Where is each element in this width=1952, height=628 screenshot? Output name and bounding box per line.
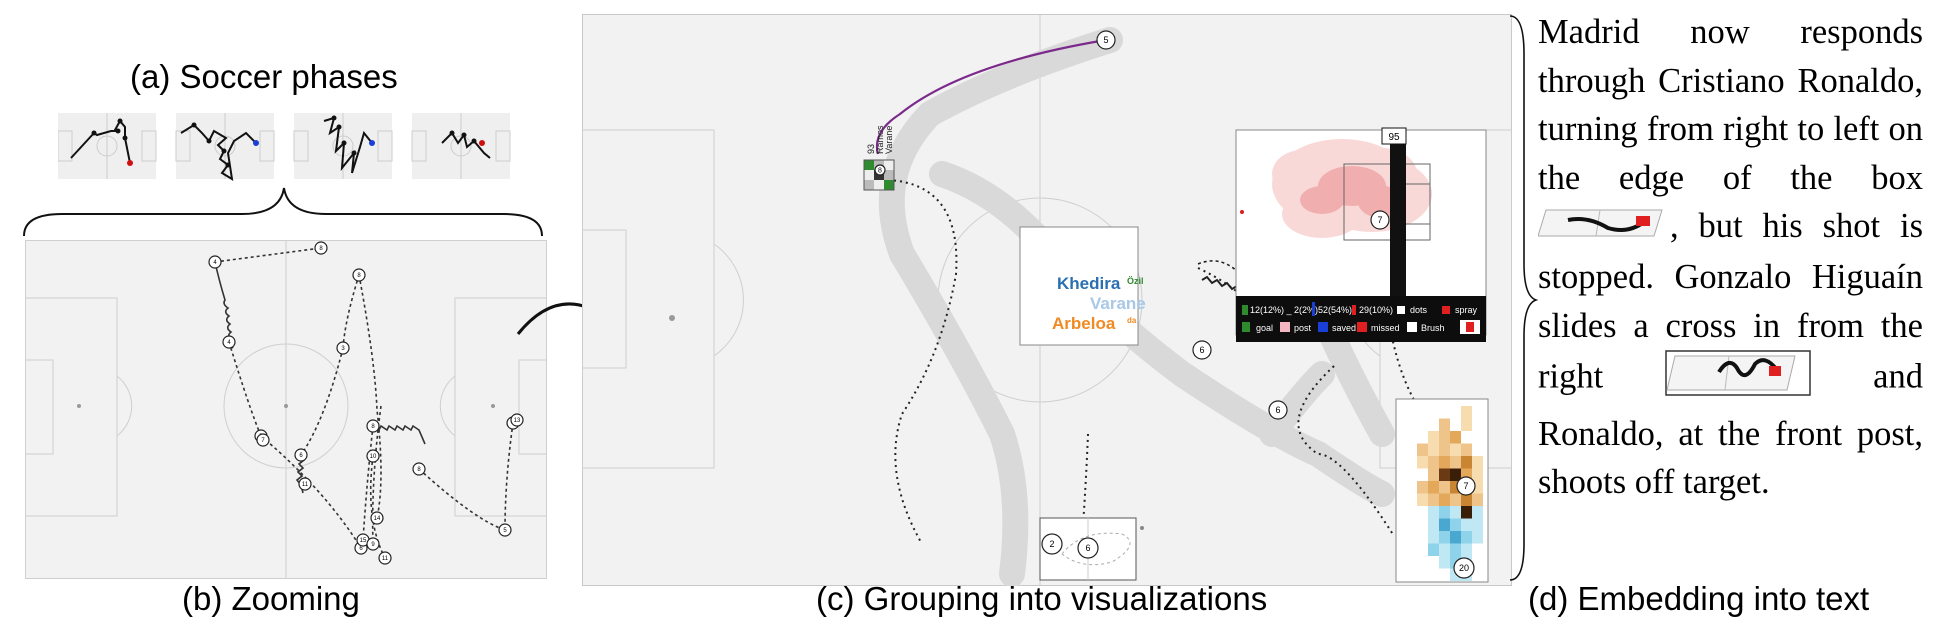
legend-r2-0: goal bbox=[1256, 323, 1273, 333]
narrative-part-2: , but his shot is stopped. Gonzalo Higua… bbox=[1538, 207, 1923, 396]
svg-text:14: 14 bbox=[374, 516, 381, 522]
label-varane: Varane bbox=[884, 126, 894, 154]
zoom-field-drawing: 48483768610111415854131197 bbox=[25, 240, 547, 579]
shot-count: 95 bbox=[1388, 132, 1400, 143]
soccer-phase-thumbnails bbox=[58, 113, 511, 181]
svg-text:5: 5 bbox=[503, 528, 507, 534]
node-shotmap[interactable]: 7 bbox=[1370, 210, 1390, 230]
svg-text:7: 7 bbox=[261, 438, 265, 444]
narrative-part-1: Madrid now responds through Cristiano Ro… bbox=[1538, 13, 1923, 197]
heatmap-panel[interactable] bbox=[1395, 398, 1489, 583]
svg-text:4: 4 bbox=[227, 340, 231, 346]
svg-text:2: 2 bbox=[1049, 539, 1054, 549]
zoom-node-2[interactable]: 4 bbox=[222, 335, 236, 349]
svg-text:6: 6 bbox=[299, 453, 303, 459]
word-da[interactable]: da bbox=[1127, 316, 1137, 325]
caption-c: (c) Grouping into visualizations bbox=[816, 580, 1268, 617]
svg-text:6: 6 bbox=[1199, 345, 1204, 355]
legend-r2-1: post bbox=[1294, 323, 1312, 333]
zoom-node-3[interactable]: 8 bbox=[352, 268, 366, 282]
svg-text:6: 6 bbox=[1275, 405, 1280, 415]
svg-text:6: 6 bbox=[359, 546, 363, 552]
shot-map-panel[interactable]: 12(12%) _ 2(2%) 52(54%) 29(10%) dots spr… bbox=[1235, 127, 1487, 342]
svg-text:8: 8 bbox=[371, 424, 375, 430]
node-box-a[interactable]: 2 bbox=[1041, 533, 1063, 555]
phase-thumbnail-3[interactable] bbox=[293, 113, 393, 179]
svg-text:15: 15 bbox=[360, 538, 367, 544]
svg-text:4: 4 bbox=[213, 260, 217, 266]
word-ozil[interactable]: Özil bbox=[1127, 276, 1144, 286]
zoom-node-18[interactable]: 9 bbox=[366, 537, 380, 551]
zoom-node-19[interactable]: 7 bbox=[256, 433, 270, 447]
svg-text:8: 8 bbox=[878, 167, 882, 174]
legend-r2-3: missed bbox=[1371, 323, 1400, 333]
node-mid-2[interactable]: 6 bbox=[1268, 400, 1288, 420]
zoom-node-9[interactable]: 10 bbox=[366, 449, 380, 463]
svg-text:7: 7 bbox=[1377, 215, 1382, 225]
zoom-node-14[interactable]: 5 bbox=[498, 523, 512, 537]
caption-d: (d) Embedding into text bbox=[1528, 580, 1870, 617]
zoom-node-13[interactable]: 8 bbox=[412, 462, 426, 476]
brace-a-to-b bbox=[23, 187, 543, 237]
svg-text:13: 13 bbox=[514, 418, 521, 424]
word-arbeloa[interactable]: Arbeloa bbox=[1052, 314, 1116, 333]
svg-text:9: 9 bbox=[371, 542, 375, 548]
zoom-node-4[interactable]: 3 bbox=[336, 341, 350, 355]
svg-text:20: 20 bbox=[1459, 563, 1469, 573]
svg-text:3: 3 bbox=[341, 346, 345, 352]
narrative-part-3: and Ronaldo, at the front post, shoots o… bbox=[1538, 358, 1923, 502]
legend-r1-4: spray bbox=[1455, 305, 1478, 315]
svg-text:6: 6 bbox=[1085, 543, 1090, 553]
svg-text:8: 8 bbox=[319, 246, 323, 252]
node-top[interactable]: 5 bbox=[1096, 30, 1116, 50]
node-bottom[interactable]: 20 bbox=[1453, 557, 1475, 579]
brace-c-to-d bbox=[1509, 15, 1538, 581]
caption-b: (b) Zooming bbox=[182, 580, 360, 617]
svg-text:7: 7 bbox=[1463, 481, 1468, 491]
zoom-node-0[interactable]: 4 bbox=[208, 255, 222, 269]
visualization-field-drawing: 12(12%) _ 2(2%) 52(54%) 29(10%) dots spr… bbox=[582, 14, 1512, 586]
phase-thumbnail-4[interactable] bbox=[411, 113, 511, 179]
caption-a: (a) Soccer phases bbox=[130, 58, 398, 95]
wordcloud-box[interactable] bbox=[1019, 226, 1139, 346]
zoom-node-17[interactable]: 11 bbox=[298, 477, 312, 491]
svg-text:8: 8 bbox=[417, 467, 421, 473]
inline-glyph-cross[interactable] bbox=[1665, 350, 1811, 410]
zoom-node-11[interactable]: 14 bbox=[370, 511, 384, 525]
node-grid[interactable]: 8 bbox=[874, 164, 886, 176]
node-heatmap[interactable]: 7 bbox=[1456, 476, 1476, 496]
legend-r1-0: 12(12%) _ 2(2%) bbox=[1250, 305, 1318, 315]
inline-glyph-turn[interactable] bbox=[1537, 205, 1670, 254]
phase-thumbnail-2[interactable] bbox=[175, 113, 275, 181]
node-box-b[interactable]: 6 bbox=[1077, 537, 1099, 559]
svg-text:10: 10 bbox=[370, 454, 377, 460]
svg-text:5: 5 bbox=[1103, 35, 1108, 45]
narrative-text: Madrid now responds through Cristiano Ro… bbox=[1537, 8, 1923, 507]
node-mid-1[interactable]: 6 bbox=[1192, 340, 1212, 360]
zoom-node-6[interactable]: 6 bbox=[294, 448, 308, 462]
legend-r1-2: 29(10%) bbox=[1359, 305, 1393, 315]
legend-r1-3: dots bbox=[1410, 305, 1428, 315]
phase-thumbnail-1[interactable] bbox=[58, 113, 157, 179]
legend-r2-4: Brush bbox=[1421, 323, 1445, 333]
zoom-node-7[interactable]: 8 bbox=[366, 419, 380, 433]
legend-r2-2: saved bbox=[1332, 323, 1356, 333]
zoom-node-1[interactable]: 8 bbox=[314, 241, 328, 255]
zoom-node-10[interactable]: 11 bbox=[378, 551, 392, 565]
label-ramos: Ramos bbox=[875, 125, 885, 154]
word-khedira[interactable]: Khedira bbox=[1057, 274, 1121, 293]
zoom-node-16[interactable]: 13 bbox=[510, 413, 524, 427]
word-varane[interactable]: Varane bbox=[1090, 294, 1146, 313]
svg-text:11: 11 bbox=[382, 556, 389, 562]
label-ramos-num: 93 bbox=[866, 144, 876, 154]
svg-text:11: 11 bbox=[302, 482, 309, 488]
svg-text:8: 8 bbox=[357, 273, 361, 279]
legend-r1-1: 52(54%) bbox=[1318, 305, 1352, 315]
